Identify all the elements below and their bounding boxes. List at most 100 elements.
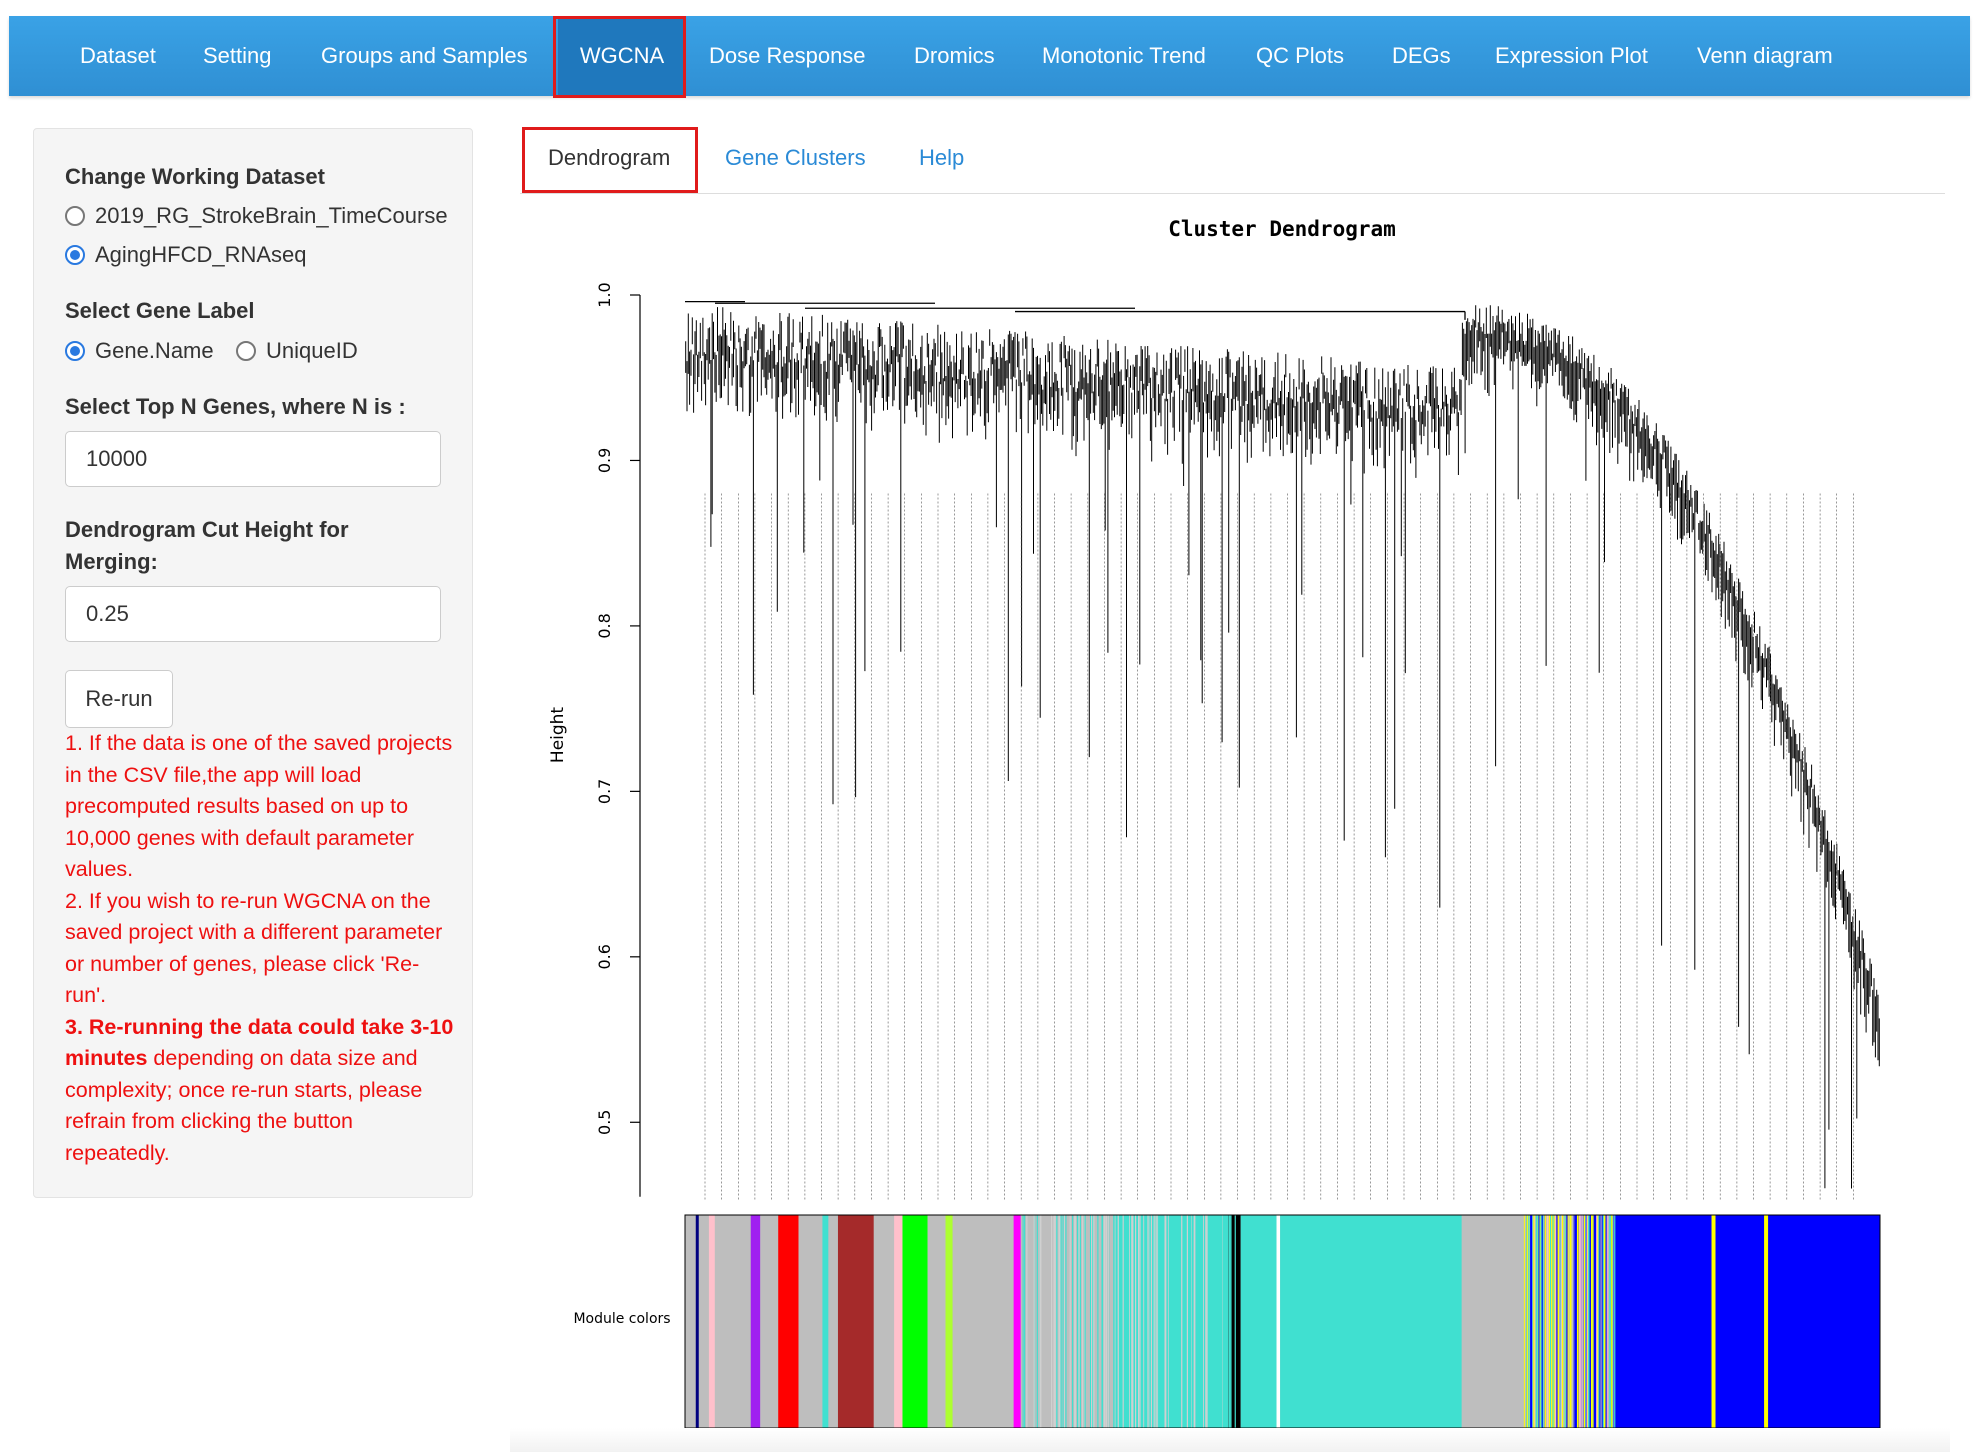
module-color-segment [760,1215,779,1428]
y-tick-label: 0.9 [595,448,614,473]
module-color-stripe [1164,1215,1167,1428]
nav-monotonic-trend[interactable]: Monotonic Trend [1042,43,1206,68]
module-color-stripe [1602,1215,1604,1428]
nav-expression-plot[interactable]: Expression Plot [1495,43,1648,68]
module-color-stripe [1113,1215,1115,1428]
module-color-stripe [1177,1215,1179,1428]
module-color-stripe [1549,1215,1552,1428]
module-color-stripe [1058,1215,1060,1428]
module-color-stripe [1202,1215,1204,1428]
note-3: 3. Re-running the data could take 3-10 m… [65,1012,457,1170]
module-color-stripe [1540,1215,1542,1428]
module-color-stripe [1205,1215,1207,1428]
module-color-stripe [1537,1215,1539,1428]
module-color-stripe [1065,1215,1067,1428]
nav-dataset[interactable]: Dataset [80,43,156,68]
dataset-option-aging[interactable]: AgingHFCD_RNAseq [95,242,307,267]
dataset-radio-aging[interactable] [65,245,85,265]
module-color-stripe [1022,1215,1024,1428]
module-color-stripe [1074,1215,1077,1428]
module-color-stripe [1024,1215,1026,1428]
dataset-option-stroke[interactable]: 2019_RG_StrokeBrain_TimeCourse [95,203,448,228]
gene-label-option-name[interactable]: Gene.Name [95,338,214,363]
module-color-stripe [1611,1215,1613,1428]
tab-help[interactable]: Help [919,145,965,170]
nav-dose-response[interactable]: Dose Response [709,43,866,68]
module-color-stripe [1561,1215,1564,1428]
module-color-segment [1711,1215,1716,1428]
nav-setting[interactable]: Setting [203,43,272,68]
module-color-stripe [1547,1215,1549,1428]
module-color-stripe [1527,1215,1529,1428]
tab-gene-clusters[interactable]: Gene Clusters [725,145,866,170]
module-color-stripe [1131,1215,1134,1428]
module-color-stripe [1143,1215,1145,1428]
module-color-stripe [1135,1215,1137,1428]
module-color-stripe [1164,1215,1166,1428]
module-color-segment [822,1215,829,1428]
module-color-stripe [1552,1215,1554,1428]
module-color-segment [714,1215,751,1428]
y-tick-label: 0.7 [595,779,614,804]
nav-venn-diagram[interactable]: Venn diagram [1697,43,1833,68]
module-color-stripe [1130,1215,1132,1428]
module-color-stripe [1556,1215,1558,1428]
module-color-stripe [1187,1215,1189,1428]
cut-height-input[interactable]: 0.25 [65,586,441,642]
rerun-button[interactable]: Re-run [65,670,173,728]
module-color-stripe [1144,1215,1146,1428]
module-color-stripe [1117,1215,1119,1428]
module-color-stripe [1097,1215,1099,1428]
note-2: 2. If you wish to re-run WGCNA on the sa… [65,888,443,1008]
module-color-stripe [1604,1215,1606,1428]
module-color-stripe [1559,1215,1561,1428]
module-color-stripe [1526,1215,1528,1428]
module-color-stripe [1569,1215,1571,1428]
tab-dendrogram[interactable]: Dendrogram [548,145,671,170]
nav-qc-plots[interactable]: QC Plots [1256,43,1345,68]
leaf-guide-lines [704,493,1854,1200]
module-color-stripe [1053,1215,1056,1428]
module-color-stripe [1614,1215,1617,1428]
module-color-stripe [1530,1215,1532,1428]
nav-groups-and-samples[interactable]: Groups and Samples [321,43,528,68]
y-tick-label: 0.5 [595,1110,614,1135]
module-color-stripe [1222,1215,1224,1428]
gene-label-radio-name[interactable] [65,341,85,361]
module-color-stripe [1115,1215,1117,1428]
gene-label-option-uniqueid[interactable]: UniqueID [266,338,358,363]
module-color-stripe [1083,1215,1086,1428]
module-color-segment [927,1215,946,1428]
module-color-stripe [1551,1215,1553,1428]
module-color-stripe [1564,1215,1566,1428]
nav-wgcna[interactable]: WGCNA [558,16,686,96]
module-color-stripe [1103,1215,1105,1428]
nav-degs[interactable]: DEGs [1392,43,1451,68]
dataset-radio-stroke[interactable] [65,206,85,226]
module-color-stripe [1528,1215,1530,1428]
module-color-stripe [1608,1215,1611,1428]
module-color-stripe [1573,1215,1575,1428]
y-tick-label: 0.8 [595,613,614,638]
nav-dromics[interactable]: Dromics [914,43,995,68]
topn-input[interactable]: 10000 [65,431,441,487]
module-color-stripe [1561,1215,1563,1428]
module-color-stripe [1555,1215,1557,1428]
module-color-stripe [1538,1215,1540,1428]
y-tick-label: 0.6 [595,944,614,969]
module-color-stripe [1072,1215,1074,1428]
module-color-stripe [1592,1215,1594,1428]
module-color-stripe [1557,1215,1559,1428]
gene-label-radio-uniqueid[interactable] [236,341,256,361]
module-color-stripe [1567,1215,1569,1428]
module-color-stripe [1606,1215,1608,1428]
module-color-stripe [1544,1215,1546,1428]
module-color-stripe [1179,1215,1181,1428]
module-color-stripe [1576,1215,1578,1428]
module-color-segment [708,1215,715,1428]
module-color-stripe [1560,1215,1562,1428]
page-bottom-fade [510,1428,1950,1452]
module-color-stripe [1588,1215,1590,1428]
module-color-stripe [1091,1215,1093,1428]
dendrogram-branches [685,305,1880,1189]
